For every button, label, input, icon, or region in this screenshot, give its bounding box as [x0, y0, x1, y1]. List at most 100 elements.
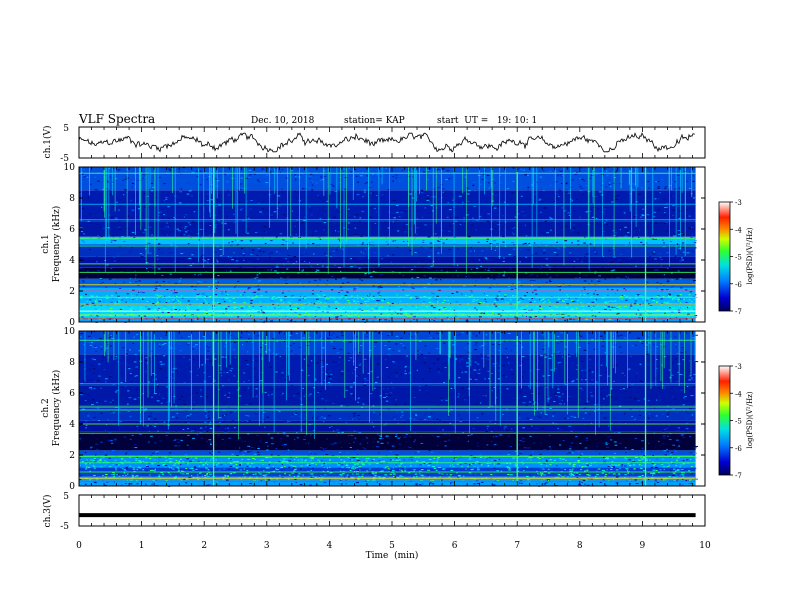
spectrogram-noise-pixel [446, 238, 448, 240]
spectrogram-noise-pixel [224, 419, 227, 421]
spectrogram-noise-pixel [321, 179, 324, 181]
spectrogram-noise-pixel [340, 289, 344, 291]
spectrogram-noise-pixel [433, 188, 436, 190]
spectrogram-noise-pixel [281, 239, 285, 241]
spectrogram-noise-pixel [666, 448, 668, 450]
spectrogram-noise-pixel [510, 303, 513, 305]
spectrogram-noise-pixel [423, 301, 425, 303]
spectrogram-noise-pixel [183, 478, 186, 480]
spectrogram-noise-pixel [564, 240, 566, 242]
spectrogram-noise-pixel [148, 430, 150, 432]
spectrogram-noise-pixel [346, 452, 349, 454]
spectrogram-noise-pixel [574, 173, 578, 175]
spectrogram-noise-pixel [166, 386, 168, 388]
spectrogram-noise-pixel [612, 217, 614, 219]
ch2-spectrogram-image [79, 331, 699, 487]
spectrogram-lowband-pixel [662, 296, 665, 298]
spectrogram-noise-pixel [185, 227, 189, 229]
spectrogram-noise-pixel [391, 320, 394, 322]
spectrogram-noise-pixel [694, 242, 697, 244]
spectrogram-noise-pixel [486, 220, 490, 222]
spectrogram-noise-pixel [144, 207, 146, 209]
spectrogram-noise-pixel [163, 421, 166, 423]
spectrogram-noise-pixel [428, 408, 430, 410]
spectrogram-lowband-pixel [92, 311, 96, 313]
spectrogram-noise-pixel [379, 191, 381, 193]
spectrogram-noise-pixel [600, 246, 602, 248]
spectrogram-noise-pixel [561, 228, 564, 230]
spectrogram-noise-pixel [216, 246, 219, 248]
spectrogram-noise-pixel [83, 176, 86, 178]
spectrogram-noise-pixel [464, 320, 466, 322]
spectrogram-noise-pixel [89, 213, 91, 215]
spectrogram-noise-pixel [223, 417, 226, 419]
spectrogram-noise-pixel [167, 196, 170, 198]
spectrogram-noise-pixel [366, 175, 369, 177]
spectrogram-lowband-pixel [171, 299, 175, 301]
spectrogram-noise-pixel [206, 200, 209, 202]
spectrogram-noise-pixel [137, 428, 140, 430]
spectrogram-noise-pixel [368, 247, 371, 249]
spectrogram-noise-pixel [443, 307, 446, 309]
spectrogram-noise-pixel [607, 375, 611, 377]
spectrogram-noise-pixel [655, 222, 658, 224]
spectrogram-noise-pixel [323, 220, 327, 222]
spectrogram-noise-pixel [623, 168, 626, 170]
spectrogram-noise-pixel [354, 222, 356, 224]
spectrogram-noise-pixel [615, 196, 617, 198]
spectrogram-noise-pixel [579, 179, 581, 181]
spectrogram-noise-pixel [375, 195, 378, 197]
spectrogram-noise-pixel [114, 218, 118, 220]
spectrogram-lowband-pixel [205, 316, 207, 318]
spectrogram-noise-pixel [688, 215, 691, 217]
spectrogram-noise-pixel [439, 209, 442, 211]
spectrogram-noise-pixel [526, 292, 528, 294]
spectrogram-lowband-pixel [665, 303, 669, 305]
spectrogram-noise-pixel [388, 333, 391, 335]
spectrogram-noise-pixel [297, 191, 300, 193]
spectrogram-lowband-pixel [338, 298, 341, 300]
spectrogram-noise-pixel [175, 299, 177, 301]
spectrogram-noise-pixel [136, 425, 139, 427]
spectrogram-noise-pixel [618, 209, 622, 211]
spectrogram-noise-pixel [255, 286, 257, 288]
spectrogram-noise-pixel [241, 308, 244, 310]
spectrogram-lowband-pixel [218, 309, 221, 311]
spectrogram-noise-pixel [270, 215, 273, 217]
spectrogram-noise-pixel [133, 336, 135, 338]
spectrogram-noise-pixel [196, 309, 200, 311]
spectrogram-noise-pixel [259, 255, 262, 257]
spectrogram-noise-pixel [580, 261, 584, 263]
spectrogram-noise-pixel [275, 168, 278, 170]
spectrogram-noise-pixel [299, 177, 301, 179]
spectrogram-lowband-pixel [664, 311, 666, 313]
spectrogram-noise-pixel [193, 211, 196, 213]
spectrogram-noise-pixel [462, 204, 466, 206]
spectrogram-noise-pixel [275, 276, 278, 278]
spectrogram-noise-pixel [571, 242, 573, 244]
spectrogram-noise-pixel [620, 282, 623, 284]
spectrogram-noise-pixel [228, 468, 231, 470]
spectrogram-noise-pixel [596, 218, 599, 220]
spectrogram-band [79, 450, 696, 455]
spectrogram-noise-pixel [487, 269, 490, 271]
spectrogram-noise-pixel [385, 449, 387, 451]
spectrogram-lowband-pixel [254, 297, 258, 299]
spectrogram-noise-pixel [663, 356, 667, 358]
spectrogram-noise-pixel [484, 257, 488, 259]
spectrogram-lowband-pixel [503, 312, 505, 314]
spectrogram-noise-pixel [292, 287, 295, 289]
spectrogram-noise-pixel [469, 259, 472, 261]
spectrogram-lowband-pixel [99, 318, 101, 320]
spectrogram-noise-pixel [343, 277, 347, 279]
spectrogram-noise-pixel [417, 353, 419, 355]
spectrogram-noise-pixel [616, 277, 620, 279]
spectrogram-noise-pixel [133, 237, 136, 239]
spectrogram-noise-pixel [237, 381, 239, 383]
spectrogram-lowband-pixel [352, 299, 355, 301]
spectrogram-noise-pixel [379, 319, 382, 321]
spectrogram-noise-pixel [347, 230, 349, 232]
spectrogram-noise-pixel [391, 180, 395, 182]
spectrogram-noise-pixel [260, 169, 264, 171]
spectrogram-lowband-pixel [461, 313, 465, 315]
